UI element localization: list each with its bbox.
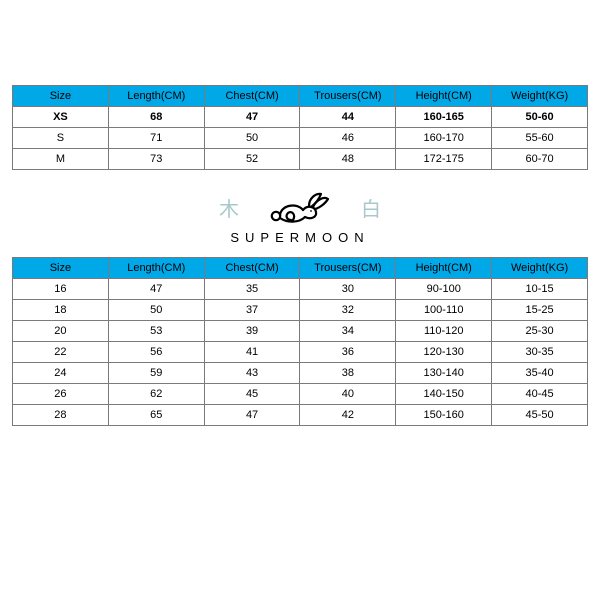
column-header: Size	[13, 86, 109, 107]
table-cell: 60-70	[492, 149, 588, 170]
table-cell: 160-170	[396, 128, 492, 149]
table-cell: 120-130	[396, 342, 492, 363]
table-cell: 65	[108, 405, 204, 426]
table-cell: 30-35	[492, 342, 588, 363]
column-header: Trousers(CM)	[300, 258, 396, 279]
table-body: 1647353090-10010-1518503732100-11015-252…	[13, 279, 588, 426]
table-cell: 26	[13, 384, 109, 405]
column-header: Length(CM)	[108, 258, 204, 279]
table-cell: 36	[300, 342, 396, 363]
brand-name: SUPERMOON	[12, 230, 588, 245]
table-cell: 28	[13, 405, 109, 426]
column-header: Chest(CM)	[204, 258, 300, 279]
table-cell: 47	[204, 107, 300, 128]
table-cell: 71	[108, 128, 204, 149]
table-row: XS684744160-16550-60	[13, 107, 588, 128]
table-cell: 24	[13, 363, 109, 384]
table-cell: M	[13, 149, 109, 170]
table-cell: 39	[204, 321, 300, 342]
table-cell: 150-160	[396, 405, 492, 426]
column-header: Size	[13, 258, 109, 279]
cjk-right: 白	[361, 193, 381, 222]
column-header: Weight(KG)	[492, 86, 588, 107]
table-cell: 90-100	[396, 279, 492, 300]
table-cell: 55-60	[492, 128, 588, 149]
cjk-left: 木	[219, 193, 239, 222]
table-cell: 73	[108, 149, 204, 170]
column-header: Trousers(CM)	[300, 86, 396, 107]
table-cell: 44	[300, 107, 396, 128]
table-cell: 172-175	[396, 149, 492, 170]
table-cell: 41	[204, 342, 300, 363]
column-header: Weight(KG)	[492, 258, 588, 279]
rabbit-icon	[269, 190, 331, 224]
table-cell: 59	[108, 363, 204, 384]
table-cell: 47	[108, 279, 204, 300]
table-cell: 20	[13, 321, 109, 342]
table-cell: 34	[300, 321, 396, 342]
table-cell: 68	[108, 107, 204, 128]
table-cell: 35-40	[492, 363, 588, 384]
table-cell: 42	[300, 405, 396, 426]
table-cell: S	[13, 128, 109, 149]
table-cell: 50	[204, 128, 300, 149]
column-header: Height(CM)	[396, 86, 492, 107]
table-cell: 40-45	[492, 384, 588, 405]
table-row: 18503732100-11015-25	[13, 300, 588, 321]
table-cell: 100-110	[396, 300, 492, 321]
table-header-row: SizeLength(CM)Chest(CM)Trousers(CM)Heigh…	[13, 258, 588, 279]
table-cell: 38	[300, 363, 396, 384]
page: SizeLength(CM)Chest(CM)Trousers(CM)Heigh…	[0, 0, 600, 600]
table-cell: 18	[13, 300, 109, 321]
table-cell: 110-120	[396, 321, 492, 342]
table-cell: 48	[300, 149, 396, 170]
table-row: M735248172-17560-70	[13, 149, 588, 170]
table-row: 28654742150-16045-50	[13, 405, 588, 426]
table-cell: 160-165	[396, 107, 492, 128]
table-cell: 10-15	[492, 279, 588, 300]
table-cell: 46	[300, 128, 396, 149]
table-row: 24594338130-14035-40	[13, 363, 588, 384]
table-cell: 15-25	[492, 300, 588, 321]
table-row: 20533934110-12025-30	[13, 321, 588, 342]
table-cell: 53	[108, 321, 204, 342]
table-cell: 43	[204, 363, 300, 384]
table-cell: 37	[204, 300, 300, 321]
column-header: Chest(CM)	[204, 86, 300, 107]
size-table-adult: SizeLength(CM)Chest(CM)Trousers(CM)Heigh…	[12, 85, 588, 170]
table-cell: 130-140	[396, 363, 492, 384]
table-cell: 45	[204, 384, 300, 405]
table-cell: 50	[108, 300, 204, 321]
table-header-row: SizeLength(CM)Chest(CM)Trousers(CM)Heigh…	[13, 86, 588, 107]
table-cell: 62	[108, 384, 204, 405]
table-cell: 22	[13, 342, 109, 363]
table-row: 1647353090-10010-15	[13, 279, 588, 300]
table-cell: 50-60	[492, 107, 588, 128]
brand-logo-block: 木 白	[12, 190, 588, 245]
table-row: 26624540140-15040-45	[13, 384, 588, 405]
table-cell: 140-150	[396, 384, 492, 405]
column-header: Length(CM)	[108, 86, 204, 107]
size-table-kids: SizeLength(CM)Chest(CM)Trousers(CM)Heigh…	[12, 257, 588, 426]
table-cell: XS	[13, 107, 109, 128]
table-row: 22564136120-13030-35	[13, 342, 588, 363]
table-cell: 32	[300, 300, 396, 321]
table-cell: 30	[300, 279, 396, 300]
column-header: Height(CM)	[396, 258, 492, 279]
table-cell: 25-30	[492, 321, 588, 342]
table-body: XS684744160-16550-60S715046160-17055-60M…	[13, 107, 588, 170]
table-cell: 16	[13, 279, 109, 300]
table-cell: 40	[300, 384, 396, 405]
logo-row: 木 白	[12, 190, 588, 224]
table-cell: 35	[204, 279, 300, 300]
table-row: S715046160-17055-60	[13, 128, 588, 149]
table-cell: 47	[204, 405, 300, 426]
table-cell: 45-50	[492, 405, 588, 426]
table-cell: 52	[204, 149, 300, 170]
table-cell: 56	[108, 342, 204, 363]
